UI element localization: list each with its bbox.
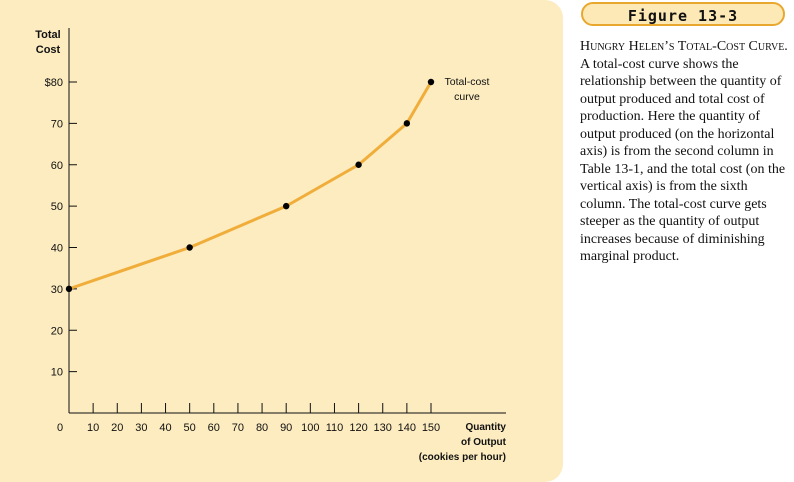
y-tick-label-20: 20 (51, 325, 63, 337)
x-tick-label-100: 100 (301, 422, 319, 434)
y-tick-label-50: 50 (51, 201, 63, 213)
y-tick-label-70: 70 (51, 118, 63, 130)
data-point-120 (355, 161, 362, 168)
data-point-150 (427, 78, 435, 86)
x-tick-label-120: 120 (349, 422, 367, 434)
x-tick-label-80: 80 (256, 422, 268, 434)
x-tick-label-110: 110 (326, 422, 344, 434)
x-tick-label-70: 70 (232, 422, 244, 434)
x-tick-label-130: 130 (374, 422, 392, 434)
x-tick-label-0: 0 (57, 422, 63, 434)
x-axis-title-line-1: Quantity (465, 422, 506, 433)
x-axis-title: Quantity of Output (cookies per hour) (419, 422, 507, 463)
y-tick-label-40: 40 (51, 243, 63, 255)
x-tick-label-60: 60 (208, 422, 220, 434)
y-axis-title: Total Cost (35, 29, 60, 56)
caption-title: Hungry Helen’s Total-Cost Curve. (580, 39, 788, 54)
y-tick-label-30: 30 (51, 284, 63, 296)
x-tick-label-140: 140 (398, 422, 416, 434)
curve-annotation: Total-cost curve (445, 76, 490, 103)
y-axis-title-line-1: Total (35, 29, 60, 41)
data-point-90 (283, 202, 290, 210)
x-tick-label-50: 50 (184, 422, 196, 434)
x-tick-label-10: 10 (87, 422, 99, 434)
annotation-line-1: Total-cost (445, 76, 490, 88)
y-tick-label-60: 60 (51, 160, 63, 172)
total-cost-curve-line (68, 81, 433, 291)
data-point-0 (65, 285, 73, 293)
figure-caption: Hungry Helen’s Total-Cost Curve. A total… (580, 38, 790, 266)
figure-label: Figure 13-3 (581, 2, 785, 26)
x-axis-title-line-2: of Output (461, 437, 507, 448)
y-tick-label-10: 10 (51, 367, 63, 379)
x-tick-label-30: 30 (135, 422, 147, 434)
data-point-140 (403, 120, 411, 127)
x-tick-label-40: 40 (159, 422, 171, 434)
data-point-50 (186, 244, 193, 251)
x-tick-label-20: 20 (111, 422, 123, 434)
annotation-line-2: curve (454, 91, 480, 103)
x-axis-title-line-3: (cookies per hour) (419, 452, 506, 463)
total-cost-chart: Total Cost 10 20 30 40 50 60 70 $80 0 10 20 30 40 50… (35, 28, 507, 463)
x-tick-label-150: 150 (422, 422, 440, 434)
y-tick-label-80: $80 (45, 77, 63, 89)
caption-body: A total-cost curve shows the relationshi… (580, 56, 786, 265)
chart-panel: Total Cost 10 20 30 40 50 60 70 $80 0 10 20 30 40 50… (0, 0, 563, 482)
y-axis-title-line-2: Cost (36, 44, 61, 56)
x-tick-label-90: 90 (280, 422, 292, 434)
